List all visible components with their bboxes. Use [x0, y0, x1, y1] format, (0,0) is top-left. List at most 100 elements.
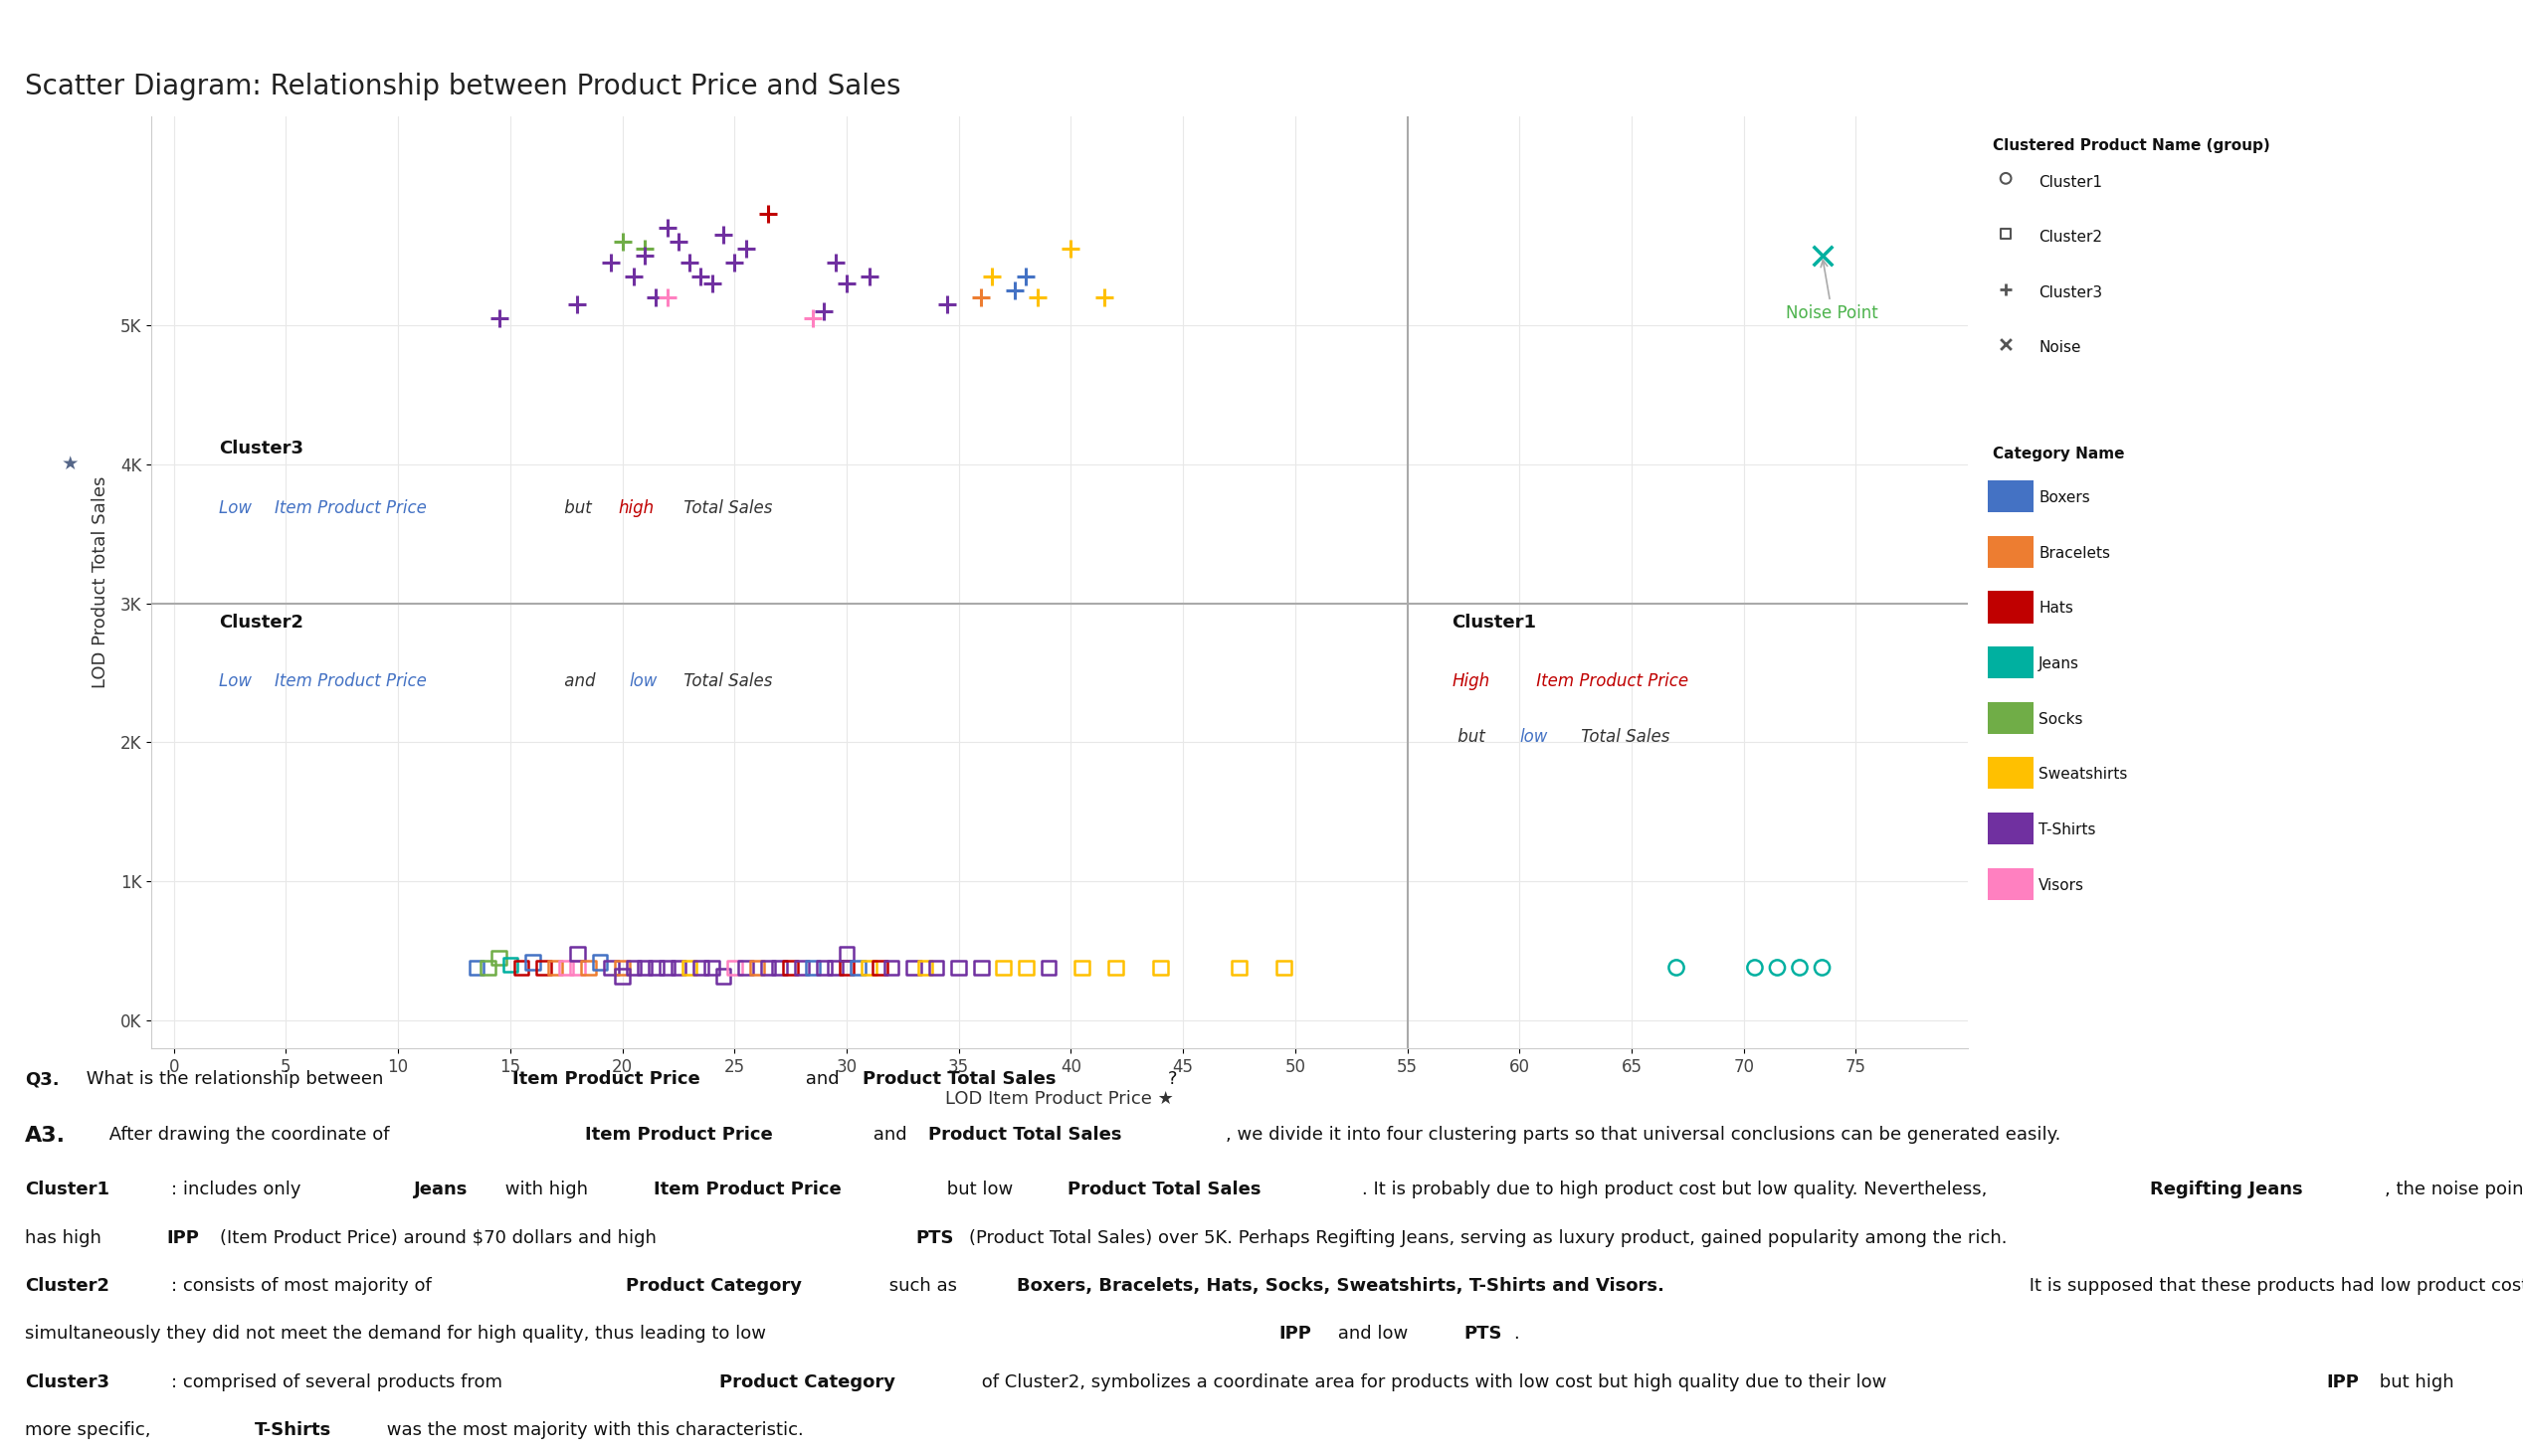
- Text: Jeans: Jeans: [2039, 657, 2079, 671]
- Text: , the noise point,: , the noise point,: [2384, 1181, 2523, 1198]
- Text: High: High: [1453, 673, 1491, 690]
- Point: [646, 285, 686, 309]
- Point: [659, 957, 699, 980]
- Point: [714, 957, 754, 980]
- Point: [691, 272, 732, 296]
- Point: [659, 230, 699, 253]
- Text: but high: but high: [2374, 1373, 2460, 1390]
- Text: PTS: PTS: [916, 1229, 954, 1246]
- Text: T-Shirts: T-Shirts: [2039, 823, 2097, 837]
- Point: [636, 285, 676, 309]
- Point: [747, 957, 787, 980]
- Text: with high: with high: [500, 1181, 593, 1198]
- Text: Clustered Product Name (group): Clustered Product Name (group): [1993, 138, 2271, 153]
- Point: [828, 957, 868, 980]
- Text: Product Total Sales: Product Total Sales: [863, 1070, 1057, 1088]
- Point: [603, 957, 643, 980]
- Point: [613, 957, 653, 980]
- Text: low: low: [628, 673, 659, 690]
- Point: [669, 957, 709, 980]
- Text: Noise Point: Noise Point: [1786, 261, 1877, 322]
- Point: [646, 215, 686, 239]
- Text: Q3.: Q3.: [25, 1070, 61, 1088]
- Text: Cluster1: Cluster1: [2039, 175, 2102, 189]
- Point: [1007, 957, 1047, 980]
- X-axis label: LOD Item Product Price ★: LOD Item Product Price ★: [946, 1089, 1173, 1108]
- Text: Cluster2: Cluster2: [220, 613, 303, 630]
- Point: [984, 957, 1024, 980]
- Point: [626, 957, 666, 980]
- Point: [1736, 957, 1776, 980]
- Point: [961, 957, 1002, 980]
- Text: low: low: [1519, 728, 1547, 747]
- Text: Socks: Socks: [2039, 712, 2084, 727]
- Text: Low: Low: [220, 673, 257, 690]
- Text: but low: but low: [941, 1181, 1019, 1198]
- Text: Item Product Price: Item Product Price: [1531, 673, 1688, 690]
- Point: [558, 942, 598, 965]
- Point: [848, 265, 888, 288]
- Point: [626, 237, 666, 261]
- Point: [681, 957, 722, 980]
- Text: Product Category: Product Category: [719, 1373, 896, 1390]
- Text: : includes only: : includes only: [172, 1181, 308, 1198]
- Point: [669, 250, 709, 274]
- Y-axis label: LOD Product Total Sales: LOD Product Total Sales: [91, 476, 108, 689]
- Point: [971, 265, 1012, 288]
- Text: T-Shirts: T-Shirts: [255, 1421, 331, 1439]
- Point: [747, 202, 787, 226]
- Text: Item Product Price: Item Product Price: [512, 1070, 699, 1088]
- Text: Cluster3: Cluster3: [2039, 285, 2102, 300]
- Point: [994, 278, 1034, 301]
- Point: [590, 957, 631, 980]
- Point: [467, 957, 507, 980]
- Point: [636, 957, 676, 980]
- Point: [646, 957, 686, 980]
- Point: [691, 957, 732, 980]
- Text: Product Total Sales: Product Total Sales: [1067, 1181, 1262, 1198]
- Point: [792, 307, 833, 331]
- Point: [1062, 957, 1103, 980]
- Point: [512, 951, 553, 974]
- Text: and: and: [868, 1125, 913, 1143]
- Point: [580, 951, 621, 974]
- Text: : comprised of several products from: : comprised of several products from: [172, 1373, 510, 1390]
- Text: was the most majority with this characteristic.: was the most majority with this characte…: [381, 1421, 802, 1439]
- Text: (Product Total Sales) over 5K. Perhaps Regifting Jeans, serving as luxury produc: (Product Total Sales) over 5K. Perhaps R…: [969, 1229, 2006, 1246]
- Point: [727, 957, 767, 980]
- Point: [961, 285, 1002, 309]
- Point: [805, 300, 845, 323]
- Point: [893, 957, 934, 980]
- Text: ★: ★: [61, 454, 78, 473]
- Point: [558, 957, 598, 980]
- Text: Cluster3: Cluster3: [220, 440, 303, 457]
- Text: but: but: [1453, 728, 1491, 747]
- Point: [1050, 237, 1090, 261]
- Point: [939, 957, 979, 980]
- Point: [792, 957, 833, 980]
- Point: [1986, 221, 2026, 245]
- Text: (Item Product Price) around $70 dollars and high: (Item Product Price) around $70 dollars …: [220, 1229, 661, 1246]
- Text: . It is probably due to high product cost but low quality. Nevertheless,: . It is probably due to high product cos…: [1362, 1181, 1993, 1198]
- Point: [1219, 957, 1259, 980]
- Point: [568, 957, 608, 980]
- Point: [759, 957, 800, 980]
- Point: [603, 230, 643, 253]
- Text: Total Sales: Total Sales: [679, 673, 772, 690]
- Point: [1095, 957, 1135, 980]
- Text: Scatter Diagram: Relationship between Product Price and Sales: Scatter Diagram: Relationship between Pr…: [25, 73, 901, 100]
- Point: [838, 957, 878, 980]
- Text: PTS: PTS: [1463, 1325, 1501, 1342]
- Text: ?: ?: [1168, 1070, 1178, 1088]
- Text: and: and: [560, 673, 600, 690]
- Point: [1801, 245, 1842, 268]
- Text: What is the relationship between: What is the relationship between: [81, 1070, 389, 1088]
- Point: [815, 250, 855, 274]
- Text: Hats: Hats: [2039, 601, 2074, 616]
- Point: [489, 954, 530, 977]
- Text: Bracelets: Bracelets: [2039, 546, 2109, 561]
- Text: Item Product Price: Item Product Price: [275, 499, 426, 517]
- Text: Cluster2: Cluster2: [2039, 230, 2102, 245]
- Text: It is supposed that these products had low product cost and: It is supposed that these products had l…: [2023, 1277, 2523, 1294]
- Text: Sweatshirts: Sweatshirts: [2039, 767, 2127, 782]
